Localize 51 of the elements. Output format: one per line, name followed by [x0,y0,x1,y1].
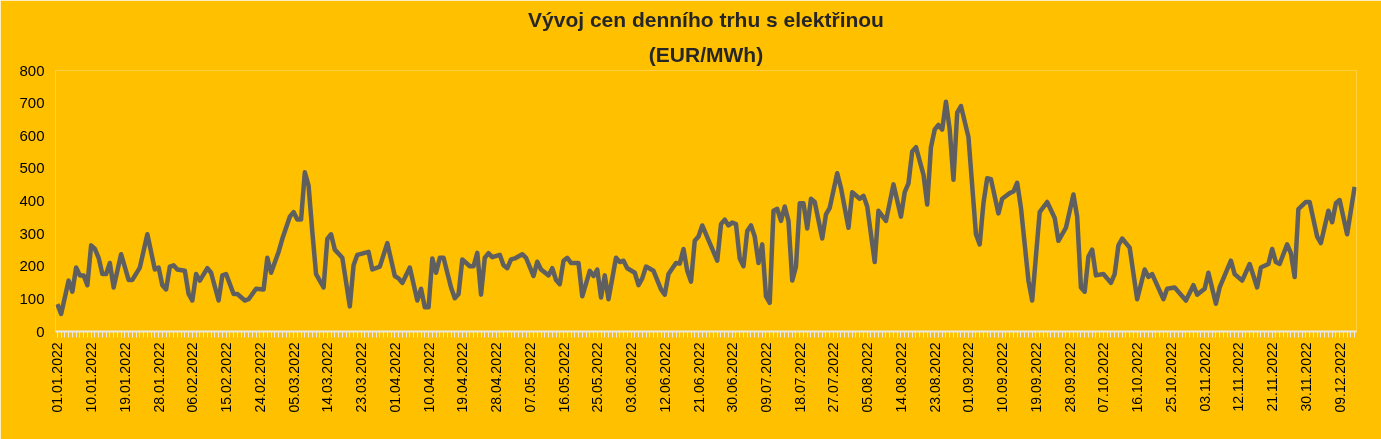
y-tick-label: 600 [19,126,45,144]
x-tick-label: 27.07.2022 [825,342,842,413]
x-tick-label: 01.04.2022 [386,342,403,413]
x-tick-label: 12.11.2022 [1230,342,1247,412]
y-tick-label: 0 [36,322,45,340]
x-tick-label: 15.02.2022 [218,342,235,413]
x-tick-label: 21.11.2022 [1264,342,1281,412]
x-tick-label: 03.11.2022 [1196,342,1213,412]
x-tick-label: 19.01.2022 [116,342,133,413]
y-tick-label: 800 [19,61,45,79]
x-tick-label: 01.09.2022 [960,342,977,413]
x-tick-label: 12.06.2022 [656,342,673,413]
x-tick-label: 06.02.2022 [184,342,201,413]
x-tick-label: 25.05.2022 [589,342,606,413]
line-series [55,99,1357,317]
x-tick-label: 10.09.2022 [994,342,1011,413]
x-tick-label: 03.06.2022 [623,342,640,413]
x-tick-label: 01.01.2022 [49,342,66,413]
x-tick-label: 23.08.2022 [926,342,943,413]
x-tick-label: 09.07.2022 [757,342,774,413]
x-tick-label: 14.03.2022 [319,342,336,413]
x-tick-label: 21.06.2022 [690,342,707,413]
x-tick-label: 10.01.2022 [83,342,100,413]
y-tick-label: 200 [19,257,45,275]
x-tick-label: 16.05.2022 [555,342,572,413]
x-tick-label: 18.07.2022 [791,342,808,413]
x-tick-label: 28.01.2022 [150,342,167,413]
chart-title: Vývoj cen denního trhu s elektřinou [528,7,884,31]
x-tick-label: 05.08.2022 [859,342,876,413]
x-tick-label: 07.10.2022 [1095,342,1112,413]
x-tick-label: 10.04.2022 [420,342,437,413]
x-tick-label: 05.03.2022 [285,342,302,413]
x-tick-label: 19.04.2022 [454,342,471,413]
x-tick-label: 28.09.2022 [1061,342,1078,413]
y-tick-label: 300 [19,224,45,242]
x-tick-label: 30.06.2022 [724,342,741,413]
x-tick-label: 19.09.2022 [1027,342,1044,413]
x-tick-label: 23.03.2022 [353,342,370,413]
x-tick-label: 14.08.2022 [892,342,909,413]
chart-subtitle: (EUR/MWh) [648,42,764,66]
y-tick-label: 700 [19,94,45,112]
y-tick-label: 100 [19,289,45,307]
x-tick-label: 25.10.2022 [1162,342,1179,413]
x-tick-label: 24.02.2022 [251,342,268,413]
x-tick-label: 07.05.2022 [521,342,538,413]
x-tick-label: 16.10.2022 [1129,342,1146,413]
x-tick-label: 28.04.2022 [488,342,505,413]
y-tick-label: 400 [19,192,45,209]
x-tick-label: 09.12.2022 [1331,342,1348,413]
x-tick-label: 30.11.2022 [1297,342,1314,412]
y-tick-label: 500 [19,159,45,177]
